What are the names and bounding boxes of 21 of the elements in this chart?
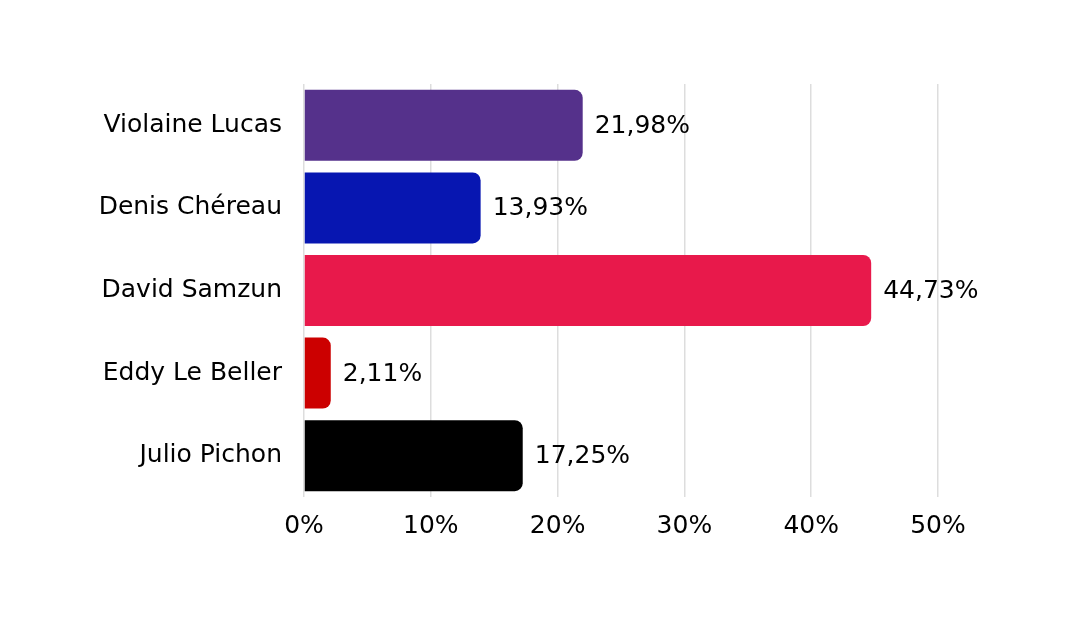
y-tick-label: Denis Chéreau [98,191,282,221]
bar [304,420,523,492]
bar [304,337,331,409]
data-label: 44,73% [883,275,979,304]
data-label: 13,93% [492,192,588,222]
x-tick-label: 40% [783,509,839,539]
x-tick-label: 0% [284,509,324,539]
y-tick-label: Eddy Le Beller [102,356,283,386]
bar [304,89,583,161]
y-tick-label: David Samzun [101,274,282,303]
bar [304,254,872,327]
bar [304,172,481,244]
data-label: 21,98% [594,109,691,139]
y-tick-label: Violaine Lucas [103,108,282,138]
x-tick-label: 30% [656,509,713,539]
x-tick-label: 10% [403,509,459,539]
x-tick-label: 20% [529,509,586,539]
data-label: 17,25% [534,440,631,470]
x-tick-label: 50% [910,509,966,539]
y-tick-label: Julio Pichon [137,439,282,469]
data-label: 2,11% [342,357,423,387]
